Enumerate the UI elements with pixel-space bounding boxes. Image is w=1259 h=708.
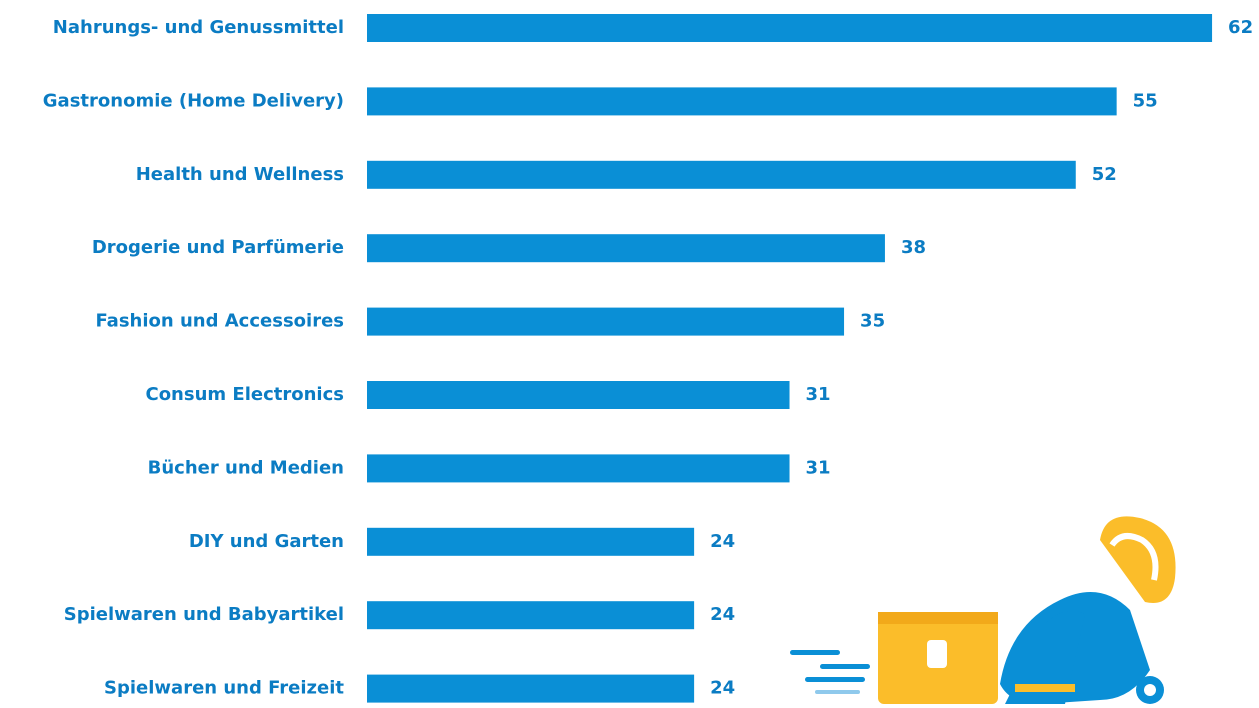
value-label: 38	[901, 237, 926, 258]
chart: 24 Spielwaren und Freizeit 24 Spielwaren un…	[0, 0, 1259, 704]
value-label: 24	[710, 531, 735, 552]
value-label: 31	[806, 457, 831, 478]
category-label: Gastronomie (Home Delivery)	[43, 90, 344, 111]
bar	[367, 14, 1212, 42]
bar	[367, 308, 844, 336]
value-label: 35	[860, 311, 885, 332]
value-label: 52	[1092, 164, 1117, 185]
page: {"chart_data": {"type": "bar", "orientat…	[0, 0, 1259, 704]
value-label: 31	[806, 384, 831, 405]
category-label: Spielwaren und Freizeit	[104, 678, 344, 699]
bar	[367, 234, 885, 262]
courier-illustration	[790, 516, 1176, 704]
bar	[367, 161, 1076, 189]
category-label: Bücher und Medien	[148, 457, 344, 478]
category-label: Spielwaren und Babyartikel	[64, 604, 344, 625]
bar	[367, 528, 694, 556]
value-label: 24	[710, 678, 735, 699]
bar	[367, 601, 694, 629]
bar	[367, 87, 1117, 115]
category-label: Health und Wellness	[136, 164, 344, 185]
value-label: 55	[1133, 90, 1158, 111]
value-label: 62	[1228, 17, 1253, 38]
category-label: Consum Electronics	[145, 384, 344, 405]
category-label: Drogerie und Parfümerie	[92, 237, 344, 258]
bar	[367, 454, 790, 482]
value-label: 24	[710, 604, 735, 625]
category-label: DIY und Garten	[189, 531, 344, 552]
category-label: Fashion und Accessoires	[95, 311, 344, 332]
category-label: Nahrungs- und Genussmittel	[53, 17, 344, 38]
bar	[367, 675, 694, 703]
bar	[367, 381, 790, 409]
